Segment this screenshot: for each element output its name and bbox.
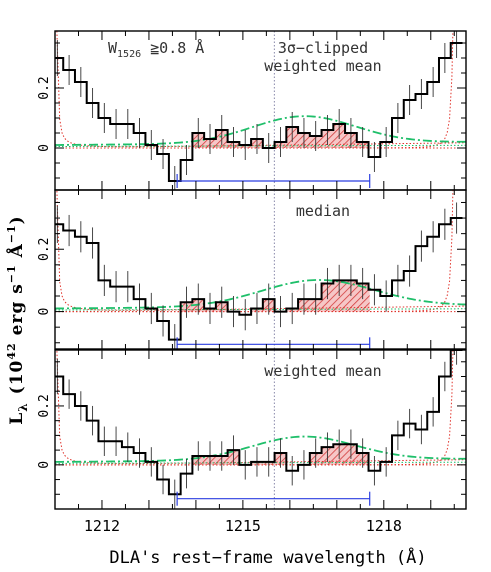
- x-axis-title: DLA's rest−frame wavelength (Å): [109, 546, 426, 568]
- y-axis-title-main: L: [7, 412, 27, 425]
- panel-3: 0 0.2 weighted mean: [37, 349, 467, 510]
- y-axis-title-close: ): [7, 215, 27, 224]
- panel-plot-area: [55, 31, 466, 190]
- damping-wing-right: [55, 31, 454, 149]
- panel-plot-area: [55, 350, 466, 509]
- y-tick-label: 0.2: [37, 394, 52, 417]
- y-axis-title-rest3: Å: [5, 243, 27, 264]
- y-tick-label: 0.2: [37, 76, 52, 99]
- svg-text:Lλ(1042 erg s−1 Å−1): Lλ(1042 erg s−1 Å−1): [5, 215, 30, 424]
- panel-plot-area: [55, 190, 466, 349]
- damping-wing-left: [56, 190, 466, 311]
- spectrum-step: [55, 42, 463, 182]
- panel-note-sub: 1526: [117, 49, 141, 60]
- panel-2: 0 0.2 median: [37, 189, 467, 350]
- y-axis-title-sub: λ: [16, 402, 30, 411]
- panel-note-main: W: [108, 39, 118, 57]
- panel-label: weighted mean: [264, 362, 381, 380]
- y-axis-title-rest2: erg s: [7, 283, 27, 342]
- model-curve: [55, 435, 466, 463]
- damping-wing-left: [56, 31, 466, 148]
- panel-label: 3σ−clipped: [278, 39, 368, 57]
- panel-label-line2: weighted mean: [264, 57, 381, 75]
- x-tick-label: 1212: [84, 517, 120, 535]
- y-axis-title-open: (10: [7, 360, 27, 395]
- y-tick-label: 0.2: [37, 237, 52, 260]
- panel-frame: [54, 189, 467, 350]
- damping-wing-left: [56, 350, 466, 465]
- x-tick-label: 1215: [225, 517, 261, 535]
- y-axis-title-exp3: −1: [5, 224, 18, 243]
- y-tick-label: 0: [37, 144, 52, 152]
- damping-wing-right: [55, 350, 454, 466]
- damping-wing-right: [55, 190, 454, 313]
- model-curve: [55, 115, 466, 146]
- panel-note-rest: ≧0.8 Å: [141, 38, 204, 57]
- panel-frame: [54, 349, 467, 510]
- y-axis-title-exp1: 42: [5, 342, 18, 359]
- y-tick-label: 0: [37, 308, 52, 316]
- model-curve: [55, 279, 466, 310]
- y-axis-title: Lλ(1042 erg s−1 Å−1): [5, 215, 30, 424]
- y-tick-label: 0: [37, 461, 52, 469]
- panel-note: W1526 ≧0.8 Å: [108, 38, 204, 60]
- panel-label: median: [296, 202, 350, 220]
- y-axis-title-exp2: −1: [5, 264, 18, 283]
- x-tick-label: 1218: [366, 517, 402, 535]
- spectrum-step: [55, 350, 463, 496]
- spectrum-step: [55, 217, 463, 341]
